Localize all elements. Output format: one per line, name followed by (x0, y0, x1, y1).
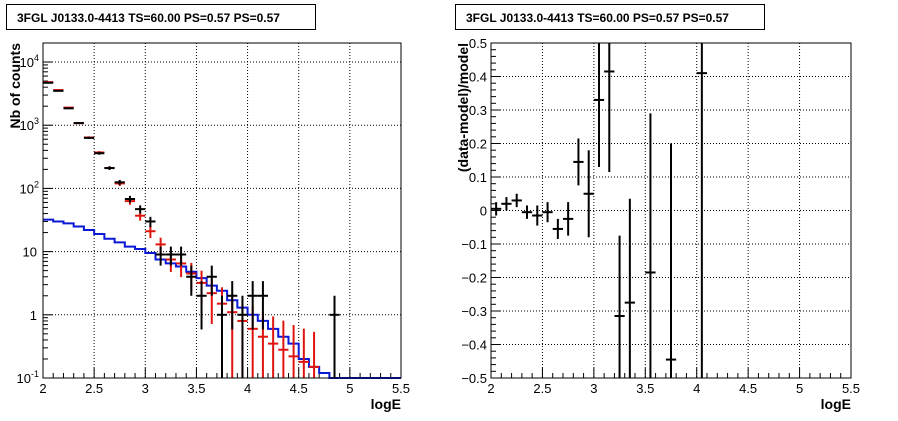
right-ytick-label: −0.3 (461, 304, 487, 319)
left-ytick-label: 1 (30, 308, 37, 323)
right-ytick-label: 0 (480, 204, 487, 219)
right-ytick-label: −0.2 (461, 271, 487, 286)
right-chart-title: 3FGL J0133.0-4413 TS=60.00 PS=0.57 PS=0.… (455, 4, 765, 30)
right-xtick-label: 2.5 (533, 381, 551, 396)
left-ytick-exponent: 2 (34, 179, 39, 189)
left-xtick-label: 2.5 (85, 381, 103, 396)
right-ytick-label: 0.5 (469, 36, 487, 51)
left-xtick-label: 3 (142, 381, 149, 396)
left-x-axis-label: logE (371, 396, 401, 412)
right-xtick-label: 4 (693, 381, 700, 396)
right-ytick-label: −0.1 (461, 237, 487, 252)
left-ytick-label: 102 (20, 179, 39, 196)
left-xtick-label: 5 (346, 381, 353, 396)
right-ytick-label: 0.2 (469, 137, 487, 152)
left-xtick-label: 2 (39, 381, 46, 396)
right-xtick-label: 3.5 (636, 381, 654, 396)
right-ytick-label: 0.1 (469, 170, 487, 185)
right-ytick-label: −0.4 (461, 338, 487, 353)
right-ytick-label: −0.5 (461, 371, 487, 386)
right-xtick-label: 2 (487, 381, 494, 396)
left-xtick-label: 5.5 (392, 381, 410, 396)
left-xtick-label: 4.5 (290, 381, 308, 396)
right-xtick-label: 4.5 (739, 381, 757, 396)
right-xtick-label: 3 (590, 381, 597, 396)
left-ytick-exponent: 4 (34, 53, 39, 63)
left-frame (42, 42, 402, 379)
right-ytick-label: 0.3 (469, 103, 487, 118)
right-ytick-label: 0.4 (469, 70, 487, 85)
left-ytick-label: 10 (23, 245, 37, 260)
right-xtick-label: 5.5 (842, 381, 860, 396)
right-xtick-label: 5 (796, 381, 803, 396)
left-xtick-label: 4 (244, 381, 251, 396)
right-frame (490, 42, 852, 379)
left-ytick-exponent: 3 (34, 116, 39, 126)
right-y-axis-label: (data-model)/model (455, 43, 471, 172)
left-ytick-label: 10-1 (17, 369, 39, 386)
right-x-axis-label: logE (821, 396, 851, 412)
left-y-axis-label: Nb of counts (7, 43, 23, 129)
left-chart-title: 3FGL J0133.0-4413 TS=60.00 PS=0.57 PS=0.… (6, 4, 316, 30)
left-ytick-exponent: -1 (31, 369, 39, 379)
left-xtick-label: 3.5 (187, 381, 205, 396)
